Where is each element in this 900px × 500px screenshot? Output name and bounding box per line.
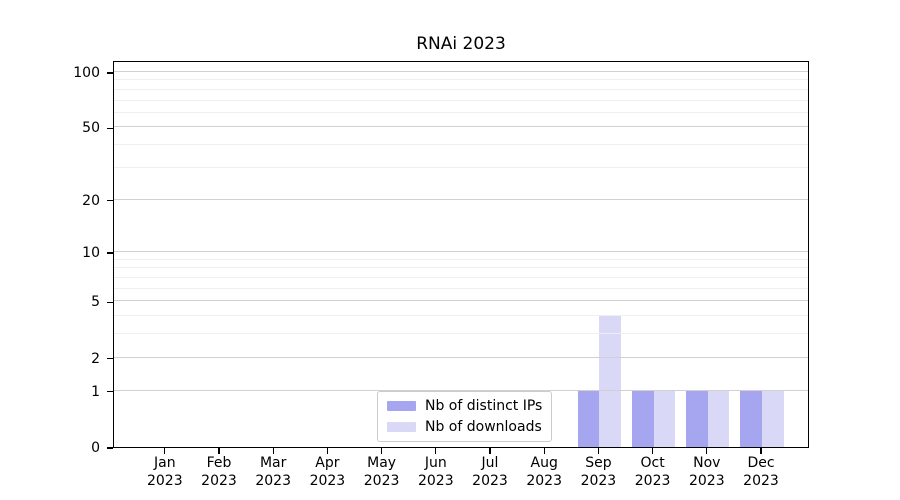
x-tick-label-year: 2023 (146, 472, 183, 489)
legend-label-distinct-ips: Nb of distinct IPs (425, 398, 543, 414)
y-gridline-major (114, 251, 808, 253)
x-tick-label: Oct 2023 (621, 455, 685, 490)
x-tick-label-month: May (367, 455, 397, 471)
y-gridline-minor (114, 166, 808, 168)
bar-distinct-ips (686, 390, 708, 447)
y-tick-label: 5 (91, 294, 100, 311)
bar-distinct-ips (631, 390, 654, 447)
bar-downloads (653, 390, 676, 447)
x-tick (326, 448, 328, 454)
legend-swatch-downloads (387, 422, 416, 432)
x-tick-label: Jul 2023 (458, 455, 522, 490)
bar-distinct-ips (577, 390, 600, 447)
y-tick-label: 0 (91, 440, 100, 456)
x-tick-label-month: Jun (424, 455, 447, 471)
y-gridline-minor (114, 287, 808, 289)
chart-title: RNAi 2023 (416, 34, 506, 54)
y-gridline-minor (114, 99, 808, 101)
y-gridline-major (114, 126, 808, 128)
y-gridline-minor (114, 79, 808, 81)
bar-downloads (707, 390, 730, 447)
x-tick-label-year: 2023 (688, 472, 725, 489)
x-tick-label-year: 2023 (580, 472, 617, 489)
legend-item-downloads: Nb of downloads (387, 419, 542, 435)
legend-item-distinct-ips: Nb of distinct IPs (387, 398, 542, 414)
x-tick-label-year: 2023 (634, 472, 671, 489)
x-tick-label: Apr 2023 (295, 455, 359, 490)
bar-downloads (599, 316, 622, 447)
x-tick-label-month: Dec (747, 455, 775, 471)
y-gridline-minor (114, 111, 808, 113)
x-tick (543, 448, 545, 454)
y-gridline-minor (114, 315, 808, 317)
y-gridline-major (114, 300, 808, 302)
x-tick-label: Jan 2023 (133, 455, 197, 490)
y-tick-label: 2 (91, 350, 100, 367)
x-tick-label: Aug 2023 (512, 455, 576, 490)
y-gridline-minor (114, 258, 808, 260)
x-tick-label-year: 2023 (472, 472, 508, 489)
x-tick (435, 448, 437, 454)
x-tick-label-month: Oct (640, 455, 665, 471)
x-tick-label-month: Jan (154, 455, 176, 471)
bars-layer (114, 62, 808, 447)
x-tick-label: Nov 2023 (675, 455, 739, 490)
x-tick-label-month: Nov (693, 455, 721, 471)
y-gridline-major (114, 356, 808, 358)
x-tick-label: Sep 2023 (566, 455, 630, 490)
x-tick-label-month: Mar (259, 455, 287, 471)
y-gridline-minor (114, 333, 808, 335)
y-gridline-minor (114, 144, 808, 146)
x-tick-label-year: 2023 (255, 472, 291, 489)
x-tick-label-year: 2023 (526, 472, 562, 489)
x-tick-label: Feb 2023 (187, 455, 251, 490)
x-tick-label-year: 2023 (743, 472, 779, 489)
x-tick-label-year: 2023 (309, 472, 346, 489)
y-tick-label: 10 (82, 245, 100, 262)
bar-distinct-ips (740, 390, 762, 447)
x-tick-label-month: Apr (315, 455, 340, 471)
legend-swatch-distinct-ips (387, 401, 416, 411)
x-tick-label: Dec 2023 (729, 455, 793, 490)
y-tick-label: 100 (73, 64, 100, 81)
y-gridline-major (114, 198, 808, 200)
y-gridline-major (114, 70, 808, 72)
x-tick (651, 448, 654, 454)
x-tick (597, 448, 599, 454)
bar-downloads (762, 390, 784, 447)
plot-area: Nb of distinct IPs Nb of downloads (113, 61, 809, 448)
x-tick-label: Mar 2023 (241, 455, 305, 490)
legend-label-downloads: Nb of downloads (425, 419, 542, 435)
x-tick (272, 448, 274, 454)
x-tick-label-month: Aug (530, 455, 558, 471)
x-tick-label: Jun 2023 (404, 455, 468, 490)
y-gridline-minor (114, 88, 808, 90)
y-gridline-minor (114, 267, 808, 269)
grid-layer (114, 62, 808, 447)
x-tick-label-month: Sep (585, 455, 612, 471)
x-tick (760, 448, 762, 454)
x-tick (380, 448, 383, 454)
x-tick (218, 448, 220, 454)
y-tick-label: 1 (91, 383, 100, 400)
x-tick-label-month: Feb (206, 455, 232, 471)
y-gridline-minor (114, 277, 808, 278)
x-tick-label-year: 2023 (363, 472, 400, 489)
x-tick-label-year: 2023 (201, 472, 237, 489)
legend: Nb of distinct IPs Nb of downloads (377, 391, 553, 442)
x-tick (164, 448, 166, 454)
y-tick-label: 20 (82, 192, 100, 209)
x-tick (489, 448, 491, 454)
x-tick (706, 448, 708, 454)
y-tick-label: 50 (82, 120, 100, 137)
x-tick-label: May 2023 (350, 455, 414, 490)
x-tick-label-month: Jul (481, 455, 499, 471)
x-tick-label-year: 2023 (417, 472, 454, 489)
